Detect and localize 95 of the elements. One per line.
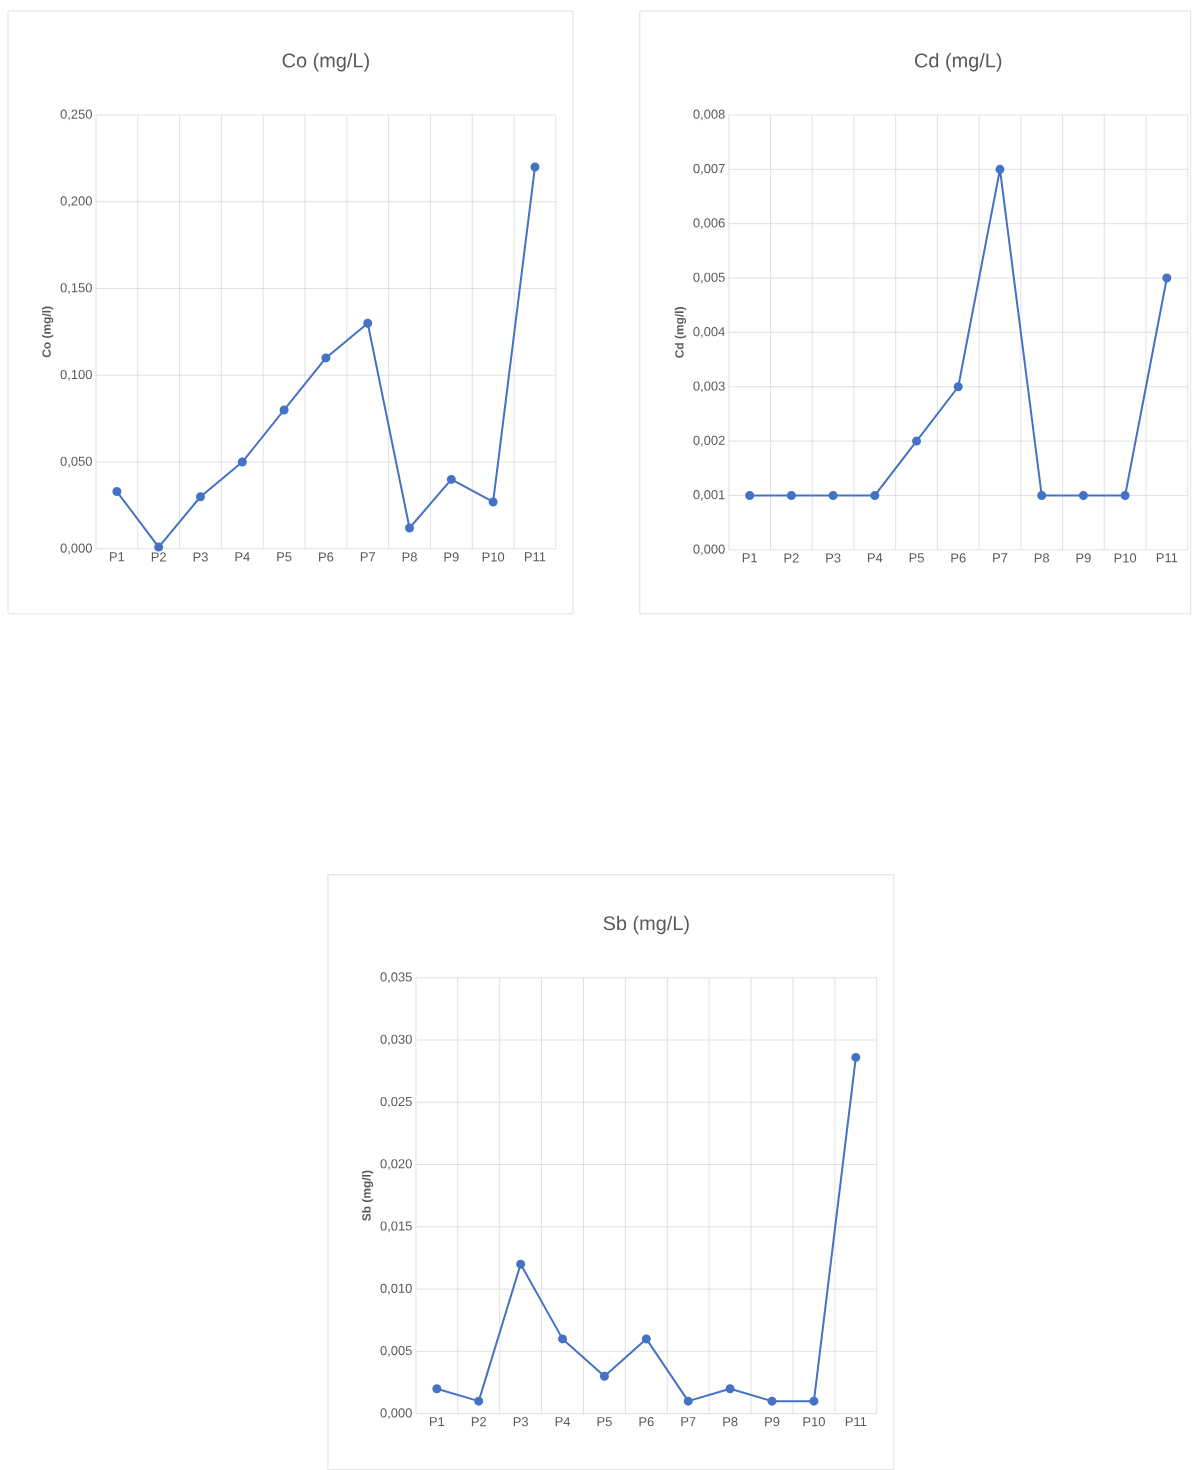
point: [237, 457, 247, 467]
x-tick-label: P1: [430, 1417, 445, 1427]
x-tick-label: P7: [681, 1417, 696, 1427]
point: [828, 490, 838, 500]
y-axis-title: Sb (mg/l): [362, 1170, 374, 1221]
x-tick-label: P5: [597, 1417, 612, 1427]
point: [112, 487, 122, 497]
y-tick-label: 0,250: [60, 109, 93, 121]
x-tick-label: P10: [482, 552, 505, 562]
x-tick-label: P11: [525, 552, 546, 562]
y-tick-label: 0,200: [60, 196, 93, 208]
x-tick-label: P2: [472, 1417, 487, 1427]
point: [912, 436, 922, 446]
point: [530, 162, 540, 172]
y-tick-label: 0,010: [380, 1283, 413, 1295]
point: [1120, 490, 1130, 500]
y-tick-label: 0,005: [380, 1345, 412, 1357]
point: [641, 1334, 651, 1344]
y-tick-label: 0,000: [380, 1408, 413, 1419]
point: [488, 497, 498, 507]
point: [446, 474, 456, 484]
point: [725, 1384, 735, 1394]
y-tick-label: 0,000: [693, 544, 725, 556]
point: [683, 1396, 693, 1406]
y-tick-label: 0,025: [380, 1096, 412, 1108]
y-tick-label: 0,005: [693, 272, 725, 284]
point: [1037, 490, 1047, 500]
x-tick-label: P8: [1034, 553, 1050, 563]
point: [363, 318, 373, 328]
y-tick-label: 0,006: [693, 218, 725, 230]
point: [321, 353, 331, 363]
x-tick-label: P1: [110, 552, 125, 562]
chart-title: Sb (mg/L): [603, 915, 689, 935]
x-tick-label: P11: [846, 1417, 867, 1427]
x-tick-label: P2: [784, 553, 799, 563]
x-tick-label: P6: [951, 553, 966, 563]
y-tick-label: 0,008: [693, 109, 725, 121]
chart-title: Co (mg/L): [282, 52, 370, 72]
y-tick-label: 0,002: [693, 435, 725, 447]
x-tick-label: P7: [993, 553, 1008, 563]
y-tick-label: 0,100: [60, 369, 93, 381]
x-tick-label: P3: [193, 552, 209, 562]
point: [279, 405, 289, 415]
x-tick-label: P4: [868, 553, 883, 563]
point: [196, 492, 206, 502]
point: [154, 542, 164, 552]
y-tick-label: 0,003: [693, 381, 725, 393]
y-tick-label: 0,050: [60, 456, 93, 468]
x-tick-label: P3: [513, 1417, 529, 1427]
x-tick-label: P3: [826, 553, 841, 563]
point: [851, 1052, 861, 1062]
point: [600, 1371, 610, 1381]
x-tick-label: P4: [235, 552, 250, 562]
point: [558, 1334, 568, 1344]
point: [745, 490, 755, 500]
point: [474, 1396, 484, 1406]
y-tick-label: 0,030: [380, 1034, 413, 1046]
point: [516, 1259, 526, 1269]
x-tick-label: P8: [723, 1417, 738, 1427]
y-tick-label: 0,015: [380, 1221, 412, 1233]
y-tick-label: 0,004: [693, 327, 726, 338]
x-tick-label: P1: [742, 553, 758, 563]
point: [1079, 490, 1089, 500]
point: [953, 382, 963, 392]
x-tick-label: P7: [361, 552, 376, 562]
x-tick-label: P8: [402, 552, 418, 562]
x-tick-label: P6: [639, 1417, 654, 1427]
point: [767, 1396, 777, 1406]
x-tick-label: P11: [1157, 553, 1178, 563]
x-tick-label: P4: [555, 1417, 571, 1427]
point: [995, 164, 1005, 174]
point: [787, 490, 797, 500]
point: [809, 1396, 819, 1406]
y-tick-label: 0,007: [693, 163, 725, 175]
x-tick-label: P6: [319, 552, 334, 562]
point: [1162, 273, 1172, 283]
point: [405, 523, 415, 533]
x-tick-label: P5: [909, 553, 925, 563]
x-tick-label: P9: [765, 1417, 780, 1427]
y-tick-label: 0,150: [60, 283, 93, 294]
y-axis-title: Co (mg/l): [42, 306, 54, 358]
y-tick-label: 0,001: [693, 490, 725, 501]
x-tick-label: P9: [444, 552, 459, 562]
x-tick-label: P5: [277, 552, 292, 562]
x-tick-label: P10: [803, 1417, 826, 1427]
point: [432, 1384, 442, 1394]
y-tick-label: 0,000: [60, 543, 93, 555]
point: [870, 490, 880, 500]
y-tick-label: 0,020: [380, 1159, 413, 1170]
x-tick-label: P2: [151, 552, 167, 562]
x-tick-label: P9: [1076, 553, 1091, 563]
chart-title: Cd (mg/L): [915, 52, 1002, 72]
y-tick-label: 0,035: [380, 972, 412, 984]
y-axis-title: Cd (mg/l): [675, 307, 687, 358]
x-tick-label: P10: [1114, 553, 1137, 563]
